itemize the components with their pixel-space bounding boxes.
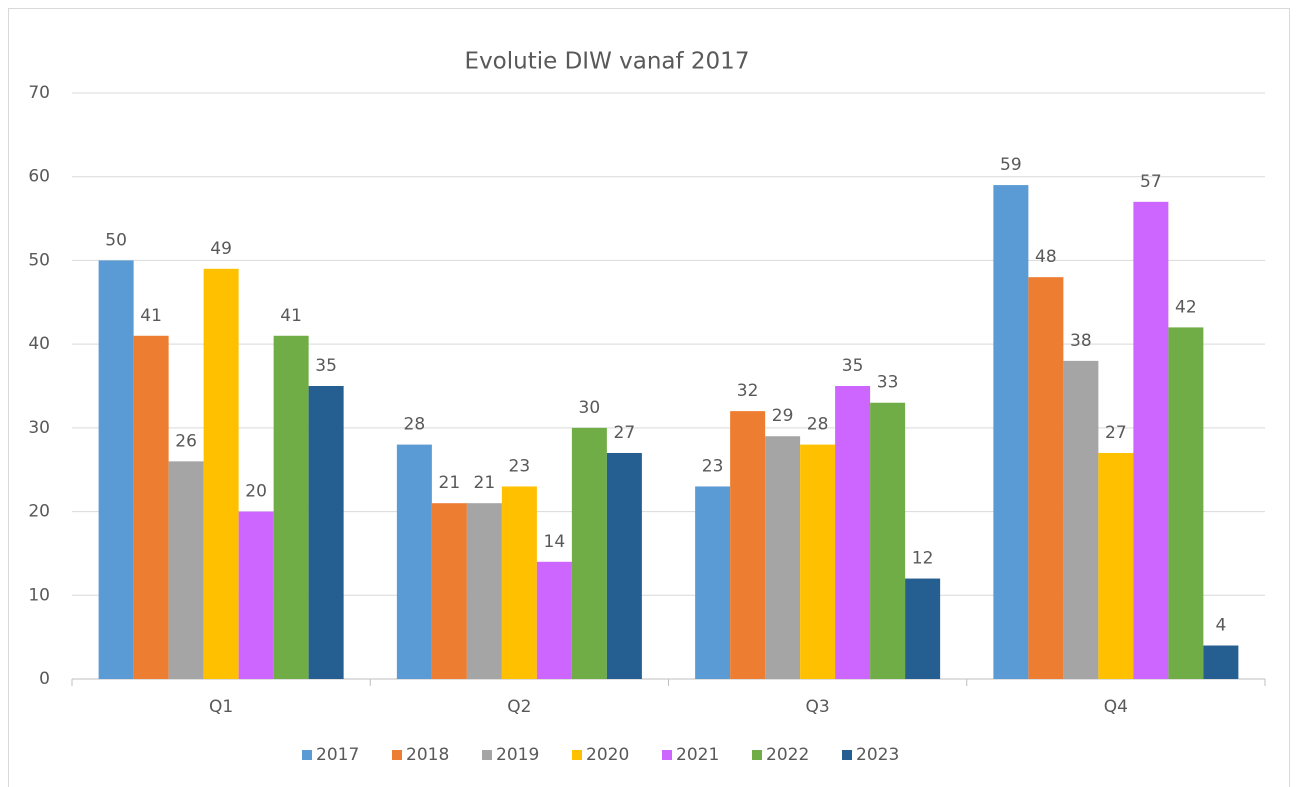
data-label: 23 — [702, 456, 724, 476]
data-label: 28 — [404, 415, 426, 435]
bar — [730, 411, 766, 679]
y-tick-label: 50 — [28, 250, 50, 270]
bar — [905, 578, 941, 679]
y-tick-label: 70 — [28, 83, 50, 103]
bar — [466, 503, 502, 679]
data-label: 4 — [1215, 616, 1226, 636]
bar — [168, 461, 204, 679]
data-label: 57 — [1140, 172, 1162, 192]
y-tick-label: 30 — [28, 418, 50, 438]
data-label: 41 — [280, 306, 302, 326]
bar — [1133, 201, 1169, 680]
x-tick-label: Q4 — [1104, 697, 1128, 717]
legend-swatch — [302, 750, 312, 760]
bar — [1098, 452, 1134, 679]
y-tick-label: 0 — [39, 669, 50, 689]
data-label: 33 — [877, 373, 899, 393]
bar — [835, 386, 871, 679]
legend-swatch — [482, 750, 492, 760]
data-label: 29 — [772, 406, 794, 426]
legend-swatch — [842, 750, 852, 760]
x-tick-label: Q1 — [209, 697, 233, 717]
legend-swatch — [662, 750, 672, 760]
data-label: 50 — [105, 230, 127, 250]
bar — [273, 335, 309, 679]
data-label: 42 — [1175, 297, 1197, 317]
legend-label: 2019 — [496, 745, 539, 765]
bar — [308, 386, 344, 679]
bar — [1063, 360, 1099, 679]
data-label: 38 — [1070, 331, 1092, 351]
data-label: 35 — [315, 356, 337, 376]
data-label: 41 — [140, 306, 162, 326]
y-tick-label: 40 — [28, 334, 50, 354]
legend-swatch — [392, 750, 402, 760]
legend-label: 2017 — [316, 745, 359, 765]
x-tick-label: Q3 — [806, 697, 830, 717]
data-label: 20 — [245, 482, 267, 502]
chart-title: Evolutie DIW vanaf 2017 — [465, 49, 750, 75]
legend-swatch — [752, 750, 762, 760]
bar — [501, 486, 537, 679]
bar — [98, 260, 134, 679]
data-label: 21 — [474, 473, 496, 493]
bar — [695, 486, 731, 679]
legend-label: 2022 — [766, 745, 809, 765]
bar — [765, 436, 801, 679]
legend-label: 2020 — [586, 745, 629, 765]
data-label: 21 — [439, 473, 461, 493]
y-tick-label: 60 — [28, 167, 50, 187]
x-tick-label: Q2 — [507, 697, 531, 717]
data-label: 26 — [175, 431, 197, 451]
data-label: 48 — [1035, 247, 1057, 267]
legend-swatch — [572, 750, 582, 760]
legend-label: 2021 — [676, 745, 719, 765]
bar — [536, 561, 572, 679]
bar — [800, 444, 836, 679]
bar — [133, 335, 169, 679]
data-label: 49 — [210, 239, 232, 259]
bar — [431, 503, 467, 679]
bar — [396, 444, 432, 679]
legend-label: 2023 — [856, 745, 899, 765]
y-tick-label: 20 — [28, 502, 50, 522]
bar — [1168, 327, 1204, 679]
bar — [1203, 645, 1239, 679]
data-label: 59 — [1000, 155, 1022, 175]
data-label: 27 — [1105, 423, 1127, 443]
bar — [238, 511, 274, 679]
data-label: 28 — [807, 415, 829, 435]
data-label: 27 — [614, 423, 636, 443]
bar — [606, 452, 642, 679]
y-tick-label: 10 — [28, 585, 50, 605]
bar — [1028, 277, 1064, 679]
data-label: 30 — [579, 398, 601, 418]
data-label: 32 — [737, 381, 759, 401]
bar — [870, 402, 906, 679]
legend-label: 2018 — [406, 745, 449, 765]
data-label: 35 — [842, 356, 864, 376]
bar — [571, 427, 607, 679]
bar — [203, 268, 239, 679]
data-label: 12 — [912, 549, 934, 569]
data-label: 23 — [509, 456, 531, 476]
bar — [993, 185, 1029, 680]
data-label: 14 — [544, 532, 566, 552]
